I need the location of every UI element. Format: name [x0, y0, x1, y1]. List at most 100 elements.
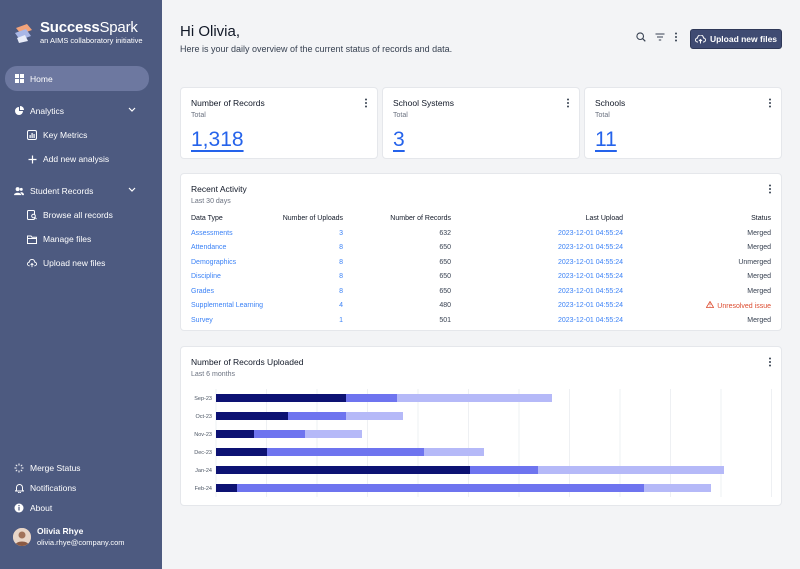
loader-icon: [14, 463, 24, 473]
info-icon: [14, 503, 24, 513]
data-type-link[interactable]: Assessments: [191, 229, 233, 237]
records-count: 480: [439, 302, 451, 310]
more-vertical-icon[interactable]: [768, 98, 772, 108]
uploads-count-link[interactable]: 8: [339, 244, 343, 252]
uploads-count-link[interactable]: 8: [339, 258, 343, 266]
chart-bar-segment[interactable]: [216, 412, 288, 420]
sidebar-item-label: Student Records: [30, 186, 94, 196]
chart-bar-segment[interactable]: [288, 412, 346, 420]
chart-bar-segment[interactable]: [424, 448, 484, 456]
data-type-link[interactable]: Supplemental Learning: [191, 302, 263, 310]
chart-bar-segment[interactable]: [538, 466, 724, 474]
last-upload-link[interactable]: 2023-12-01 04:55:24: [558, 302, 623, 310]
sidebar-item-key-metrics[interactable]: Key Metrics: [5, 123, 149, 147]
stat-value[interactable]: 11: [595, 128, 617, 151]
more-vertical-icon[interactable]: [768, 184, 772, 194]
sidebar-item-label: Home: [30, 73, 53, 84]
chart-bar-segment[interactable]: [644, 484, 711, 492]
chart-bar-segment[interactable]: [267, 448, 424, 456]
stat-value[interactable]: 1,318: [191, 128, 244, 151]
sidebar-nav: Home Analytics Key Metrics Add new analy…: [0, 66, 162, 275]
pie-chart-icon: [14, 106, 24, 116]
sidebar-item-notifications[interactable]: Notifications: [5, 478, 149, 498]
bell-icon: [14, 483, 24, 493]
records-count: 501: [439, 316, 451, 324]
brand[interactable]: SuccessSpark an AIMS collaboratory initi…: [13, 20, 143, 46]
stat-card-schools: Schools Total 11: [584, 87, 782, 159]
status-badge: Merged: [747, 244, 771, 252]
table-row: Supplemental Learning 4 480 2023-12-01 04:5…: [191, 299, 771, 314]
chevron-down-icon[interactable]: [128, 187, 136, 193]
data-type-link[interactable]: Survey: [191, 316, 213, 324]
brand-name-rest: Spark: [99, 19, 138, 36]
uploads-count-link[interactable]: 8: [339, 273, 343, 281]
user-profile[interactable]: Olivia Rhye olivia.rhye@company.com: [13, 526, 125, 547]
uploads-count-link[interactable]: 3: [339, 229, 343, 237]
chart-bar-segment[interactable]: [305, 430, 362, 438]
sidebar: SuccessSpark an AIMS collaboratory initi…: [0, 0, 162, 569]
warning-icon: [705, 300, 715, 309]
brand-tagline: an AIMS collaboratory initiative: [40, 36, 143, 45]
chart-bar-segment[interactable]: [254, 430, 305, 438]
uploads-count-link[interactable]: 4: [339, 302, 343, 310]
sidebar-item-label: Merge Status: [30, 463, 81, 473]
last-upload-link[interactable]: 2023-12-01 04:55:24: [558, 287, 623, 295]
chart-bar-segment[interactable]: [216, 484, 237, 492]
uploads-count-link[interactable]: 1: [339, 316, 343, 324]
stat-value[interactable]: 3: [393, 128, 405, 151]
sidebar-item-label: Notifications: [30, 483, 77, 493]
users-icon: [14, 186, 24, 196]
sidebar-item-about[interactable]: About: [5, 498, 149, 518]
filter-icon[interactable]: [655, 33, 665, 41]
sidebar-item-upload-files[interactable]: Upload new files: [5, 251, 149, 275]
sidebar-item-manage-files[interactable]: Manage files: [5, 227, 149, 251]
data-type-link[interactable]: Discipline: [191, 273, 221, 281]
sidebar-item-browse-records[interactable]: Browse all records: [5, 203, 149, 227]
more-vertical-icon[interactable]: [566, 98, 570, 108]
last-upload-link[interactable]: 2023-12-01 04:55:24: [558, 273, 623, 281]
data-type-link[interactable]: Demographics: [191, 258, 237, 266]
chart-bar-segment[interactable]: [216, 394, 346, 402]
sidebar-item-label: About: [30, 503, 53, 513]
y-tick-label: Sep-23: [194, 396, 212, 402]
chart-bar-segment[interactable]: [216, 430, 254, 438]
sidebar-item-add-analysis[interactable]: Add new analysis: [5, 147, 149, 171]
sidebar-item-label: Analytics: [30, 106, 65, 116]
chevron-down-icon[interactable]: [128, 107, 136, 113]
upload-new-files-button[interactable]: Upload new files: [690, 29, 782, 49]
more-vertical-icon[interactable]: [768, 357, 772, 367]
sidebar-item-merge-status[interactable]: Merge Status: [5, 458, 149, 478]
records-count: 650: [439, 287, 451, 295]
y-tick-label: Dec-23: [194, 450, 212, 456]
last-upload-link[interactable]: 2023-12-01 04:55:24: [558, 229, 623, 237]
sidebar-item-student-records[interactable]: Student Records: [5, 179, 149, 203]
card-title: Number of Records: [191, 98, 265, 108]
card-title: Number of Records Uploaded: [191, 357, 304, 367]
plus-icon: [27, 154, 37, 164]
last-upload-link[interactable]: 2023-12-01 04:55:24: [558, 258, 623, 266]
user-email: olivia.rhye@company.com: [37, 538, 125, 547]
table-row: Attendance 8 650 2023-12-01 04:55:24 Merged: [191, 241, 771, 256]
status-badge: Merged: [747, 287, 771, 295]
data-type-link[interactable]: Attendance: [191, 244, 227, 252]
chart-bar-segment[interactable]: [237, 484, 644, 492]
more-vertical-icon[interactable]: [674, 32, 678, 42]
data-type-link[interactable]: Grades: [191, 287, 214, 295]
last-upload-link[interactable]: 2023-12-01 04:55:24: [558, 316, 623, 324]
status-badge: Unmerged: [738, 258, 771, 266]
sidebar-item-analytics[interactable]: Analytics: [5, 99, 149, 123]
uploads-count-link[interactable]: 8: [339, 287, 343, 295]
chart-square-icon: [27, 130, 37, 140]
chart-bar-segment[interactable]: [397, 394, 552, 402]
logo-icon: [15, 24, 32, 43]
search-icon[interactable]: [636, 32, 646, 42]
chart-bar-segment[interactable]: [216, 448, 267, 456]
chart-bar-segment[interactable]: [470, 466, 538, 474]
column-header: Number of Uploads: [282, 214, 343, 222]
more-vertical-icon[interactable]: [364, 98, 368, 108]
sidebar-item-home[interactable]: Home: [5, 66, 149, 91]
chart-bar-segment[interactable]: [346, 394, 397, 402]
chart-bar-segment[interactable]: [216, 466, 470, 474]
last-upload-link[interactable]: 2023-12-01 04:55:24: [558, 244, 623, 252]
chart-bar-segment[interactable]: [346, 412, 403, 420]
